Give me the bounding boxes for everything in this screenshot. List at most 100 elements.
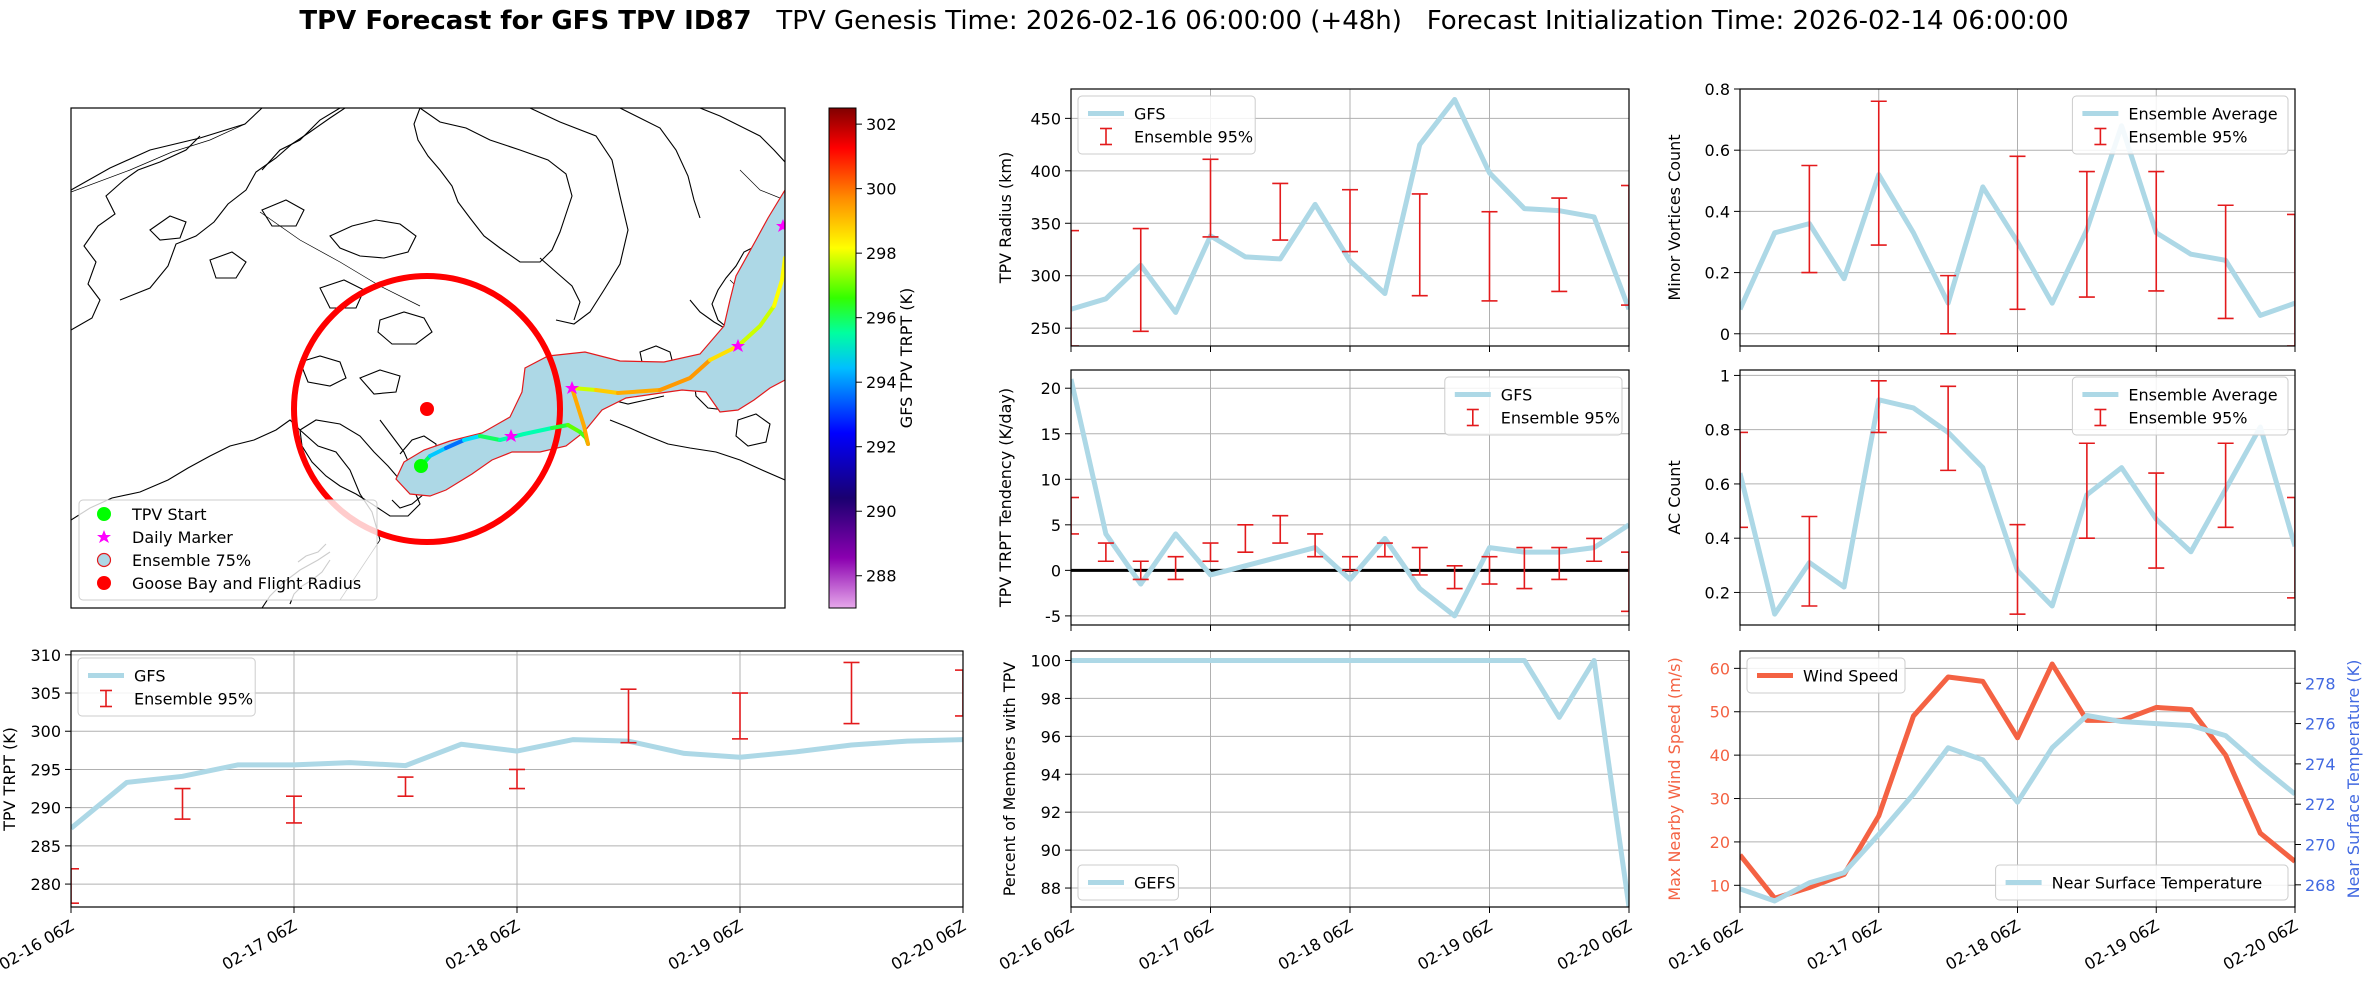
tendency-errorbar-12	[1481, 555, 1498, 585]
wind-ytick-label-5: 60	[1710, 659, 1730, 678]
tendency-series-0	[1071, 378, 1629, 619]
wind-legend-box	[1746, 657, 1906, 694]
trpt-xtick-label-2: 02-18 06Z	[442, 916, 523, 974]
radius-errorbar-4	[1342, 188, 1358, 253]
wind-ytick-label-0: 10	[1710, 876, 1730, 895]
members-ytick-label-2: 92	[1041, 803, 1061, 822]
tendency-ytick-label-1: 0	[1051, 561, 1061, 580]
ac-ytick-label-4: 1	[1720, 366, 1730, 385]
colorbar-label: GFS TPV TRPT (K)	[897, 288, 916, 428]
ac-ylabel: AC Count	[1665, 460, 1684, 534]
trpt-frame	[70, 650, 964, 908]
ac-errorbar-6	[2148, 472, 2165, 569]
wind-xtick-label-4: 02-20 06Z	[2220, 916, 2301, 974]
legend-start-swatch	[97, 507, 111, 521]
panel-members: 88 90 92 94 96 98 100 Percent of Members with T…	[996, 650, 1635, 974]
trpt-legend-box	[77, 657, 256, 717]
radius-errorbar-8	[1621, 184, 1629, 306]
tendency-ytick-label-0: -5	[1045, 607, 1061, 626]
trpt-errorbar-0	[71, 867, 79, 904]
minor-errorbar-6	[2217, 204, 2234, 320]
map-content: TPV Start Daily Marker Ensemble 75% Goos…	[71, 108, 785, 608]
ac-ytick-label-2: 0.6	[1705, 475, 1730, 494]
legend-star-swatch	[97, 530, 111, 543]
ac-errorbar-7	[2217, 442, 2234, 529]
radius-ytick-label-4: 450	[1030, 109, 1061, 128]
wind-yaxis: 10 20 30 40 50 60	[1710, 659, 1740, 895]
daily-marker-1	[504, 429, 518, 442]
wind-legend-label-0: Wind Speed	[1803, 667, 1898, 686]
ac-ytick-label-3: 0.8	[1705, 421, 1730, 440]
map-panel: TPV Start Daily Marker Ensemble 75% Goos…	[70, 107, 786, 609]
colorbar-tick-label-0: 288	[866, 567, 897, 586]
trpt-legend: GFS Ensemble 95%	[77, 657, 256, 717]
tendency-ytick-label-3: 10	[1041, 470, 1061, 489]
tendency-errorbar-2	[1132, 560, 1149, 581]
tendency-errorbar-7	[1307, 533, 1324, 558]
wind-xtick-label-0: 02-16 06Z	[1665, 916, 1746, 974]
tendency-errorbar-3	[1167, 555, 1184, 581]
trpt-legend-label-1: Ensemble 95%	[134, 690, 253, 709]
minor-ytick-label-2: 0.4	[1705, 202, 1730, 221]
tendency-errorbar-5	[1237, 524, 1254, 553]
minor-errorbar-4	[2078, 170, 2095, 298]
ac-plot	[1740, 380, 2295, 617]
radius-errorbar-0	[1071, 229, 1079, 346]
minor-ytick-label-0: 0	[1720, 325, 1730, 344]
radius-errorbar-5	[1411, 193, 1428, 297]
tendency-frame	[1070, 369, 1630, 626]
ac-errorbar-4	[2009, 523, 2026, 615]
ac-errorbar-1	[1801, 515, 1818, 607]
trpt-xtick-label-4: 02-20 06Z	[888, 916, 969, 974]
ac-errorbar-5	[2078, 442, 2095, 539]
colorbar-tick-label-5: 298	[866, 244, 897, 263]
tendency-errorbar-8	[1342, 555, 1358, 572]
radius-errorbars	[1071, 158, 1629, 346]
members-xtick-label-1: 02-17 06Z	[1135, 916, 1216, 974]
wind-ytick-label-1: 20	[1710, 833, 1730, 852]
tendency-legend-label-0: GFS	[1501, 386, 1532, 405]
radius-legend: GFS Ensemble 95%	[1077, 95, 1256, 155]
members-xtick-label-4: 02-20 06Z	[1554, 916, 1635, 974]
wind-ylabel2: Near Surface Temperature (K)	[2344, 660, 2363, 899]
figure-title: TPV Forecast for GFS TPV ID87 TPV Genesi…	[0, 6, 2368, 36]
ensemble-75-cone	[395, 188, 785, 497]
members-legend-label-0: GEFS	[1134, 874, 1176, 893]
tendency-legend-label-1: Ensemble 95%	[1501, 409, 1620, 428]
members-ytick-label-4: 96	[1041, 727, 1061, 746]
trpt-ytick-label-3: 295	[30, 760, 61, 779]
trpt-ytick-label-4: 300	[30, 722, 61, 741]
minor-legend-box	[2071, 95, 2289, 155]
wind-xaxis: 02-16 06Z 02-17 06Z 02-18 06Z 02-19 06Z 02-2…	[1665, 907, 2301, 974]
wind-ytick-label-2: 30	[1710, 790, 1730, 809]
daily-marker-4	[776, 219, 785, 232]
minor-errorbars	[1801, 100, 2295, 346]
daily-marker-3	[731, 339, 745, 352]
tendency-errorbar-0	[1071, 496, 1079, 535]
legend-goosebay-swatch	[97, 576, 111, 590]
wind-frame	[1739, 650, 2296, 908]
wind-ytick2-label-1: 270	[2305, 836, 2336, 855]
trpt-legend-label-0: GFS	[134, 667, 165, 686]
ac-xaxis	[1739, 625, 2296, 631]
tendency-errorbars	[1071, 496, 1629, 613]
radius-legend-label-0: GFS	[1134, 105, 1165, 124]
radius-legend-swatch-1	[1100, 127, 1112, 146]
wind-ytick2-label-2: 272	[2305, 795, 2336, 814]
trpt-yaxis: 280 285 290 295 300 305 310	[30, 646, 71, 894]
minor-ytick-label-4: 0.8	[1705, 80, 1730, 99]
map-legend-label-1: Daily Marker	[132, 528, 233, 547]
trpt-errorbar-3	[397, 776, 414, 797]
colorbar-tick-label-7: 302	[866, 115, 897, 134]
minor-ytick-label-1: 0.2	[1705, 264, 1730, 283]
radius-errorbar-1	[1132, 227, 1149, 333]
wind-plot	[1740, 661, 2295, 904]
members-xtick-label-0: 02-16 06Z	[996, 916, 1077, 974]
members-yaxis: 88 90 92 94 96 98 100	[1030, 651, 1071, 898]
tendency-errorbar-6	[1272, 514, 1289, 544]
trpt-errorbar-6	[732, 692, 748, 740]
members-ytick-label-6: 100	[1030, 651, 1061, 670]
wind-xtick-label-3: 02-19 06Z	[2081, 916, 2162, 974]
radius-errorbar-6	[1481, 210, 1498, 302]
